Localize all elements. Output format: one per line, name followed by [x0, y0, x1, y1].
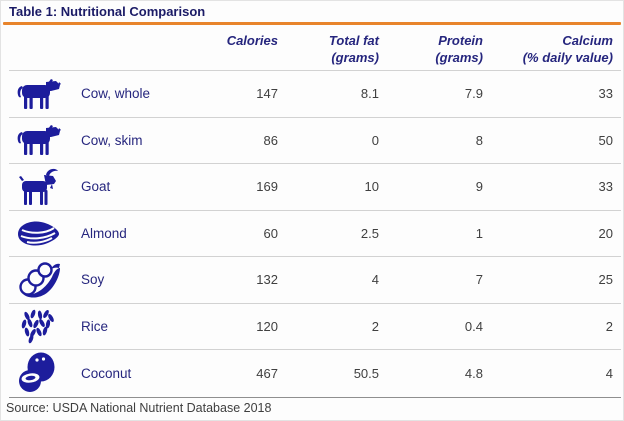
table-row: Rice 120 2 0.4 2	[9, 304, 621, 350]
cell-protein: 9	[475, 179, 483, 195]
cell-calories: 132	[256, 272, 278, 288]
cow-icon	[9, 123, 81, 157]
cell-total-fat: 10	[364, 179, 379, 195]
table-row: Almond 60 2.5 1 20	[9, 211, 621, 257]
row-label: Goat	[81, 179, 111, 195]
header-icon-spacer	[9, 32, 81, 70]
cell-protein: 8	[475, 132, 483, 148]
cell-calories: 147	[256, 86, 278, 102]
cell-protein: 7.9	[464, 86, 483, 102]
source-note: Source: USDA National Nutrient Database …	[6, 401, 272, 415]
row-label: Almond	[81, 225, 127, 241]
cell-calories: 60	[263, 225, 278, 241]
cell-total-fat: 50.5	[353, 365, 379, 381]
cell-protein: 4.8	[464, 365, 483, 381]
cell-calories: 169	[256, 179, 278, 195]
cell-calcium: 4	[605, 365, 613, 381]
cell-calcium: 50	[598, 132, 613, 148]
row-label: Rice	[81, 318, 109, 334]
column-header-line1: Calories	[226, 33, 278, 48]
column-header-protein: Protein (grams)	[387, 32, 491, 70]
cell-total-fat: 2.5	[360, 225, 379, 241]
cell-total-fat: 8.1	[360, 86, 379, 102]
table-row: Cow, whole 147 8.1 7.9 33	[9, 71, 621, 118]
table-header-row: Calories Total fat (grams) Protein (gram…	[9, 25, 621, 71]
almond-icon	[9, 218, 81, 248]
column-header-line1: Total fat	[328, 33, 379, 48]
cell-calcium: 2	[605, 318, 613, 334]
column-header-line2: (grams)	[435, 50, 483, 65]
table-row: Soy 132 4 7 25	[9, 257, 621, 304]
nutrition-table: Calories Total fat (grams) Protein (gram…	[9, 25, 621, 398]
row-label: Cow, whole	[81, 86, 151, 102]
cell-protein: 7	[475, 272, 483, 288]
row-label: Cow, skim	[81, 132, 143, 148]
table-row: Goat 169 10 9 33	[9, 164, 621, 211]
column-header-line2: (grams)	[331, 50, 379, 65]
cell-calories: 120	[256, 318, 278, 334]
rice-icon	[9, 308, 81, 344]
cell-calories: 86	[263, 132, 278, 148]
row-label: Soy	[81, 272, 105, 288]
header-label-spacer	[81, 32, 201, 70]
column-header-total-fat: Total fat (grams)	[286, 32, 387, 70]
column-header-calcium: Calcium (% daily value)	[491, 32, 621, 70]
column-header-line2: (% daily value)	[522, 50, 613, 65]
table-row: Coconut 467 50.5 4.8 4	[9, 350, 621, 397]
cell-calcium: 33	[598, 86, 613, 102]
cell-protein: 1	[475, 225, 483, 241]
cell-calories: 467	[256, 365, 278, 381]
cell-calcium: 25	[598, 272, 613, 288]
cell-protein: 0.4	[464, 318, 483, 334]
table-title: Table 1: Nutritional Comparison	[9, 4, 206, 19]
column-header-line1: Protein	[438, 33, 483, 48]
soy-icon	[9, 261, 81, 299]
title-divider-rule	[3, 22, 621, 25]
row-label: Coconut	[81, 365, 132, 381]
coconut-icon	[9, 352, 81, 394]
cell-total-fat: 4	[371, 272, 379, 288]
cow-icon	[9, 77, 81, 111]
cell-total-fat: 0	[371, 132, 379, 148]
table-row: Cow, skim 86 0 8 50	[9, 118, 621, 164]
cell-total-fat: 2	[371, 318, 379, 334]
cell-calcium: 33	[598, 179, 613, 195]
column-header-calories: Calories	[201, 32, 286, 70]
column-header-line1: Calcium	[562, 33, 613, 48]
goat-icon	[9, 167, 81, 207]
cell-calcium: 20	[598, 225, 613, 241]
